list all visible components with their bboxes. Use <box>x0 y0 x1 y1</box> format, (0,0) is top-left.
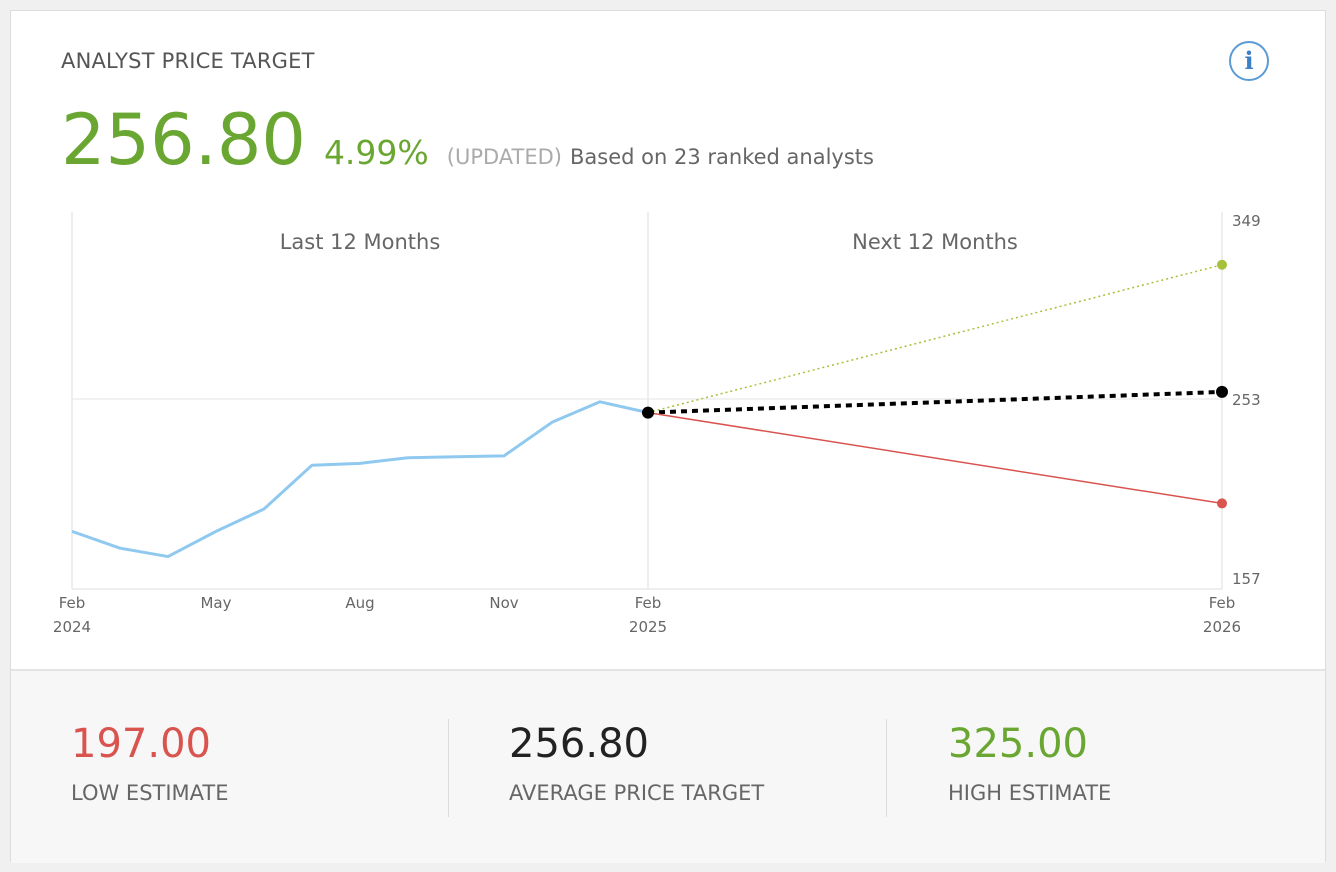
average-estimate: 256.80 AVERAGE PRICE TARGET <box>509 721 764 805</box>
divider <box>448 719 449 817</box>
y-tick-label: 253 <box>1232 391 1261 409</box>
y-tick-label: 349 <box>1232 212 1261 230</box>
price-target-value: 256.80 <box>61 99 306 181</box>
info-icon[interactable]: i <box>1229 41 1269 81</box>
analyst-price-target-card: ANALYST PRICE TARGET i 256.80 4.99% (UPD… <box>10 10 1326 863</box>
card-title: ANALYST PRICE TARGET <box>61 49 315 73</box>
headline: 256.80 4.99% (UPDATED) Based on 23 ranke… <box>61 99 874 181</box>
x-tick-month: Nov <box>489 594 518 612</box>
x-tick-year: 2026 <box>1203 618 1241 636</box>
x-tick-month: May <box>200 594 231 612</box>
x-tick-year: 2024 <box>53 618 91 636</box>
high-estimate-label: HIGH ESTIMATE <box>948 781 1112 805</box>
history-price-line <box>71 400 649 559</box>
section-label-last: Last 12 Months <box>280 230 441 254</box>
high-projection-line <box>647 264 1223 414</box>
low-projection-line <box>647 411 1223 505</box>
low-estimate-value: 197.00 <box>71 721 211 767</box>
based-on-text: Based on 23 ranked analysts <box>570 145 874 169</box>
high-estimate-value: 325.00 <box>948 721 1088 767</box>
x-tick-month: Feb <box>635 594 662 612</box>
average-estimate-value: 256.80 <box>509 721 649 767</box>
current-price-point <box>642 406 654 419</box>
low-target-point <box>1217 498 1227 509</box>
updated-label: (UPDATED) <box>446 145 563 169</box>
average-projection-line <box>647 389 1223 415</box>
y-tick-label: 157 <box>1232 570 1261 588</box>
high-target-point <box>1217 259 1227 270</box>
price-target-chart: 157 253 349 Last 12 Months Next 12 Months Feb… <box>53 212 1261 636</box>
x-tick-year: 2025 <box>629 618 667 636</box>
low-estimate-label: LOW ESTIMATE <box>71 781 229 805</box>
x-tick-month: Feb <box>1209 594 1236 612</box>
x-tick-month: Aug <box>345 594 374 612</box>
change-percent: 4.99% <box>323 133 429 172</box>
section-label-next: Next 12 Months <box>852 230 1018 254</box>
estimates-footer: 197.00 LOW ESTIMATE 256.80 AVERAGE PRICE… <box>11 669 1325 863</box>
x-tick-month: Feb <box>59 594 86 612</box>
low-estimate: 197.00 LOW ESTIMATE <box>71 721 229 805</box>
high-estimate: 325.00 HIGH ESTIMATE <box>948 721 1111 805</box>
average-estimate-label: AVERAGE PRICE TARGET <box>509 781 765 805</box>
average-target-point <box>1216 385 1228 398</box>
divider <box>886 719 887 817</box>
